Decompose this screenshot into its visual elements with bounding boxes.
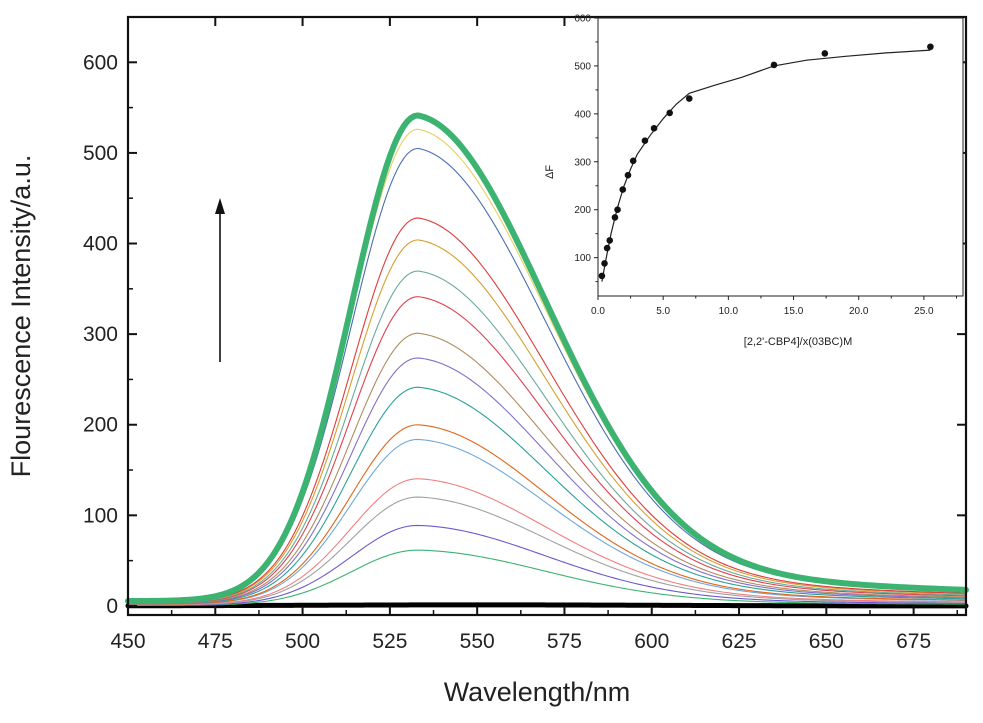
- series-line-curve-5: [127, 438, 967, 605]
- y-axis-label: Flourescence Intensity/a.u.: [6, 155, 36, 478]
- spectra-group: [125, 112, 969, 609]
- inset-data-point: [614, 206, 621, 214]
- inset-x-tick-label: 15.0: [784, 306, 804, 317]
- x-tick-label: 550: [460, 630, 495, 653]
- inset-data-point: [624, 171, 632, 179]
- plot-frame: [126, 15, 968, 617]
- inset-data-point: [606, 237, 614, 244]
- inset-y-axis-label: ΔF: [544, 165, 556, 179]
- inset-frame: [597, 17, 964, 297]
- y-tick-label: 300: [83, 323, 118, 346]
- inset-data-point: [601, 260, 608, 267]
- inset-background: [598, 18, 963, 296]
- x-tick-label: 600: [634, 630, 669, 653]
- inset-y-tick-label: 400: [574, 109, 591, 120]
- series-line-curve-7: [127, 386, 967, 605]
- series-line-curve-8: [127, 357, 967, 605]
- x-tick-label: 500: [285, 630, 320, 653]
- inset-data-point: [619, 186, 627, 193]
- inset-data-point: [611, 214, 619, 221]
- series-line-curve-10: [127, 296, 967, 604]
- series-line-curve-12: [127, 239, 967, 603]
- x-axis-label: Wavelength/nm: [444, 677, 631, 707]
- inset-data-point: [598, 272, 606, 280]
- y-tick-label: 400: [83, 233, 118, 256]
- series-line-baseline: [125, 602, 969, 609]
- inset-plot: 0.0 5.0 10.0 15.0 20.0 25.0 100 200 300 400 500 600…: [544, 14, 964, 348]
- series-line-curve-2: [127, 524, 967, 606]
- y-tick-label: 500: [83, 142, 118, 165]
- inset-data-point: [666, 109, 673, 117]
- inset-x-tick-label: 10.0: [719, 306, 739, 317]
- y-tick-label: 100: [83, 504, 118, 527]
- x-tick-label: 525: [372, 630, 407, 653]
- series-line-curve-13: [127, 217, 967, 603]
- x-tick-label: 650: [809, 630, 844, 653]
- inset-y-tick-label: 500: [574, 61, 591, 72]
- series-line-curve-9: [127, 332, 967, 604]
- x-tick-label: 625: [722, 630, 757, 653]
- inset-x-tick-label: 20.0: [849, 306, 869, 317]
- series-line-curve-1: [127, 549, 967, 606]
- inset-y-tick-label: 600: [574, 14, 591, 25]
- inset-data-point: [770, 61, 778, 69]
- main-plot: 450 475 500 525 550 575 600 625 650 675 0 100 200 300…: [6, 15, 969, 707]
- inset-data-point: [821, 50, 829, 57]
- y-tick-label: 600: [83, 51, 118, 74]
- inset-x-axis-label: [2,2'-CBP4]/x(03BC)M: [744, 336, 852, 348]
- inset-data-point: [641, 137, 649, 145]
- series-line-curve-6: [127, 424, 967, 605]
- inset-data-point: [603, 244, 611, 252]
- inset-x-tick-label: 0.0: [591, 306, 605, 317]
- inset-y-tick-label: 200: [574, 205, 591, 216]
- series-line-curve-3: [127, 496, 967, 606]
- inset-data-point: [629, 157, 637, 165]
- x-tick-label: 575: [547, 630, 582, 653]
- inset-data-point: [927, 43, 934, 51]
- x-tick-label: 475: [198, 630, 233, 653]
- inset-x-tick-label: 5.0: [656, 306, 670, 317]
- x-tick-label: 675: [896, 630, 931, 653]
- inset-data-point: [685, 95, 693, 102]
- inset-data-point: [650, 124, 658, 132]
- y-tick-label: 200: [83, 414, 118, 437]
- inset-x-tick-label: 25.0: [914, 306, 934, 317]
- series-line-final: [125, 112, 969, 605]
- y-tick-label: 0: [106, 595, 118, 618]
- inset-y-tick-label: 300: [574, 157, 591, 168]
- inset-y-tick-label: 100: [574, 253, 591, 264]
- series-line-curve-11: [127, 270, 967, 604]
- x-tick-label: 450: [110, 630, 145, 653]
- series-line-curve-4: [127, 478, 967, 606]
- increase-arrow-head: [215, 198, 225, 214]
